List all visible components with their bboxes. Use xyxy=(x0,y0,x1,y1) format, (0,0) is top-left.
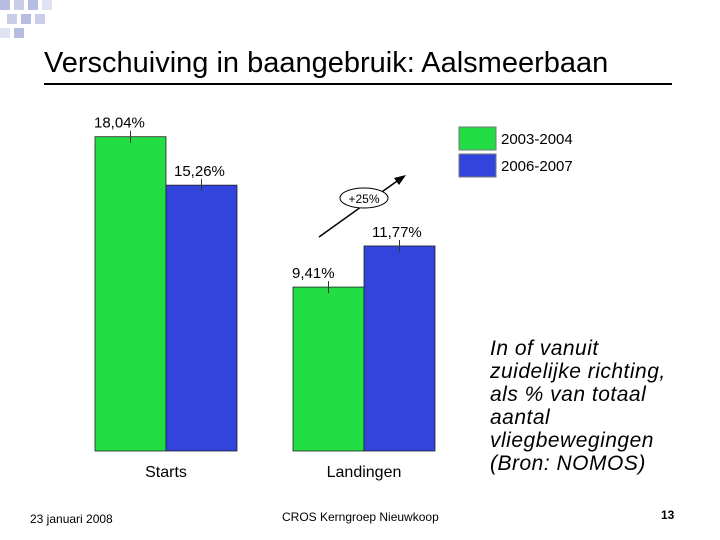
annotation-bubble xyxy=(339,187,389,209)
note-line: (Bron: NOMOS) xyxy=(490,452,646,475)
data-label: 11,77% xyxy=(372,224,422,241)
source-note: In of vanuit zuidelijke richting, als % va… xyxy=(490,337,715,475)
note-line: In of vanuit xyxy=(490,337,599,360)
slide-title: Verschuiving in baangebruik: Aalsmeerbaa… xyxy=(44,47,609,79)
footer-organization: CROS Kerngroep Nieuwkoop xyxy=(282,510,439,524)
bar-starts-2 xyxy=(165,184,238,452)
legend-swatch xyxy=(458,126,497,151)
category-label-landingen: Landingen xyxy=(327,464,402,481)
data-label: 9,41% xyxy=(292,265,335,282)
trend-arrow-head xyxy=(394,175,406,185)
note-line: aantal xyxy=(490,406,551,429)
data-label: 15,26% xyxy=(174,163,225,180)
note-line: zuidelijke richting, xyxy=(490,360,666,383)
note-line: vliegbewegingen xyxy=(490,429,654,452)
legend-swatch xyxy=(458,153,497,178)
data-label: 18,04% xyxy=(94,115,145,132)
title-underline xyxy=(44,83,672,85)
bar-starts-1 xyxy=(94,136,167,452)
footer-date: 23 januari 2008 xyxy=(30,512,113,526)
legend-label: 2003-2004 xyxy=(501,131,573,148)
legend-label: 2006-2007 xyxy=(501,158,573,175)
decorative-squares xyxy=(0,0,52,38)
category-label-starts: Starts xyxy=(145,464,187,481)
bar-landingen-1 xyxy=(292,286,365,452)
bar-landingen-2 xyxy=(363,245,436,452)
note-line: als % van totaal xyxy=(490,383,647,406)
page-number: 13 xyxy=(661,508,675,522)
annotation-label: +25% xyxy=(348,192,379,206)
